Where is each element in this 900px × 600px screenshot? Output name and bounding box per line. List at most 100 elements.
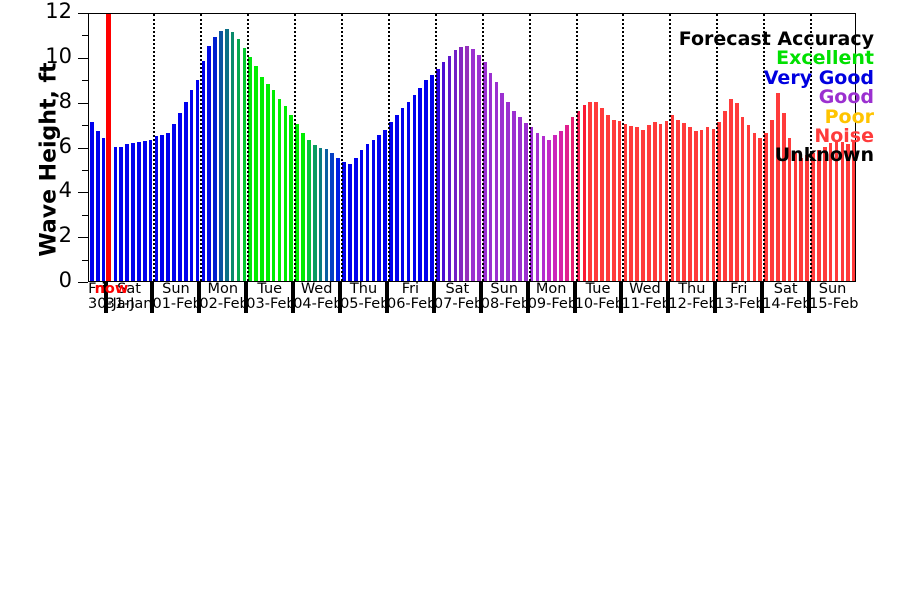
bar bbox=[852, 139, 855, 281]
bar bbox=[207, 45, 211, 281]
bar bbox=[236, 38, 241, 281]
bar bbox=[828, 143, 833, 281]
bar bbox=[418, 88, 423, 281]
date-label: 12-Feb bbox=[668, 296, 718, 312]
y-tick-minor bbox=[82, 35, 88, 37]
day-of-week-label: Sat bbox=[773, 281, 798, 297]
day-separator bbox=[244, 282, 249, 313]
bar bbox=[600, 108, 604, 281]
bar bbox=[289, 115, 294, 281]
day-gridline bbox=[294, 14, 297, 281]
day-of-week-label: Fri bbox=[401, 281, 420, 297]
x-axis-day-cell: Sat 14-Feb bbox=[762, 281, 811, 314]
bar bbox=[652, 121, 657, 281]
y-tick bbox=[78, 237, 88, 239]
bar bbox=[799, 157, 804, 281]
bar bbox=[676, 119, 680, 281]
bar bbox=[318, 147, 323, 281]
bar bbox=[101, 137, 106, 281]
day-of-week-label: Sat bbox=[445, 281, 470, 297]
x-axis-day-cell: Wed 04-Feb bbox=[293, 281, 342, 314]
day-of-week-label: Wed bbox=[300, 281, 333, 297]
day-separator bbox=[103, 282, 108, 313]
bar bbox=[224, 28, 229, 281]
x-axis-day-cell: Sun 08-Feb bbox=[481, 281, 530, 314]
day-separator bbox=[713, 282, 718, 313]
bar bbox=[166, 133, 170, 281]
bar bbox=[834, 139, 839, 281]
bar bbox=[400, 108, 405, 281]
y-tick-minor bbox=[82, 169, 88, 171]
bar bbox=[441, 62, 446, 281]
day-separator bbox=[431, 282, 436, 313]
bar bbox=[811, 153, 815, 281]
x-axis-day-cell: Tue 03-Feb bbox=[246, 282, 295, 314]
bar bbox=[394, 115, 399, 281]
bar bbox=[512, 110, 516, 281]
bar bbox=[465, 45, 469, 281]
y-tick-label: 6 bbox=[58, 133, 72, 158]
day-separator bbox=[619, 282, 624, 313]
bar bbox=[617, 120, 622, 281]
bar bbox=[154, 136, 159, 281]
day-of-week-label: Wed bbox=[629, 281, 661, 297]
bar bbox=[664, 120, 669, 281]
day-of-week-label: Tue bbox=[585, 281, 611, 297]
date-label: 11-Feb bbox=[621, 296, 671, 312]
bar bbox=[430, 74, 434, 281]
bar bbox=[817, 149, 821, 281]
bar bbox=[488, 72, 493, 281]
day-of-week-label: Sun bbox=[490, 281, 519, 297]
bar bbox=[307, 139, 311, 281]
y-tick bbox=[78, 192, 88, 194]
bar bbox=[717, 121, 722, 281]
bar bbox=[283, 106, 288, 281]
bar bbox=[547, 139, 552, 281]
bar bbox=[131, 143, 135, 281]
y-tick-minor bbox=[82, 214, 88, 216]
x-axis-day-cell: Thu 05-Feb bbox=[340, 282, 389, 314]
bar bbox=[594, 101, 598, 281]
day-of-week-label: Thu bbox=[678, 281, 706, 297]
bar bbox=[740, 117, 745, 281]
bar bbox=[582, 105, 587, 281]
bar bbox=[781, 112, 786, 281]
bar bbox=[424, 80, 428, 281]
x-axis-day-cell: Tue 10-Feb bbox=[574, 281, 624, 314]
now-marker-line bbox=[105, 14, 111, 281]
y-tick bbox=[78, 57, 88, 59]
bar bbox=[178, 112, 182, 281]
day-of-week-label: Sat bbox=[117, 281, 141, 297]
bar bbox=[623, 124, 628, 281]
bar bbox=[518, 117, 522, 281]
bar bbox=[670, 115, 675, 281]
bar bbox=[277, 99, 282, 281]
bar bbox=[693, 130, 698, 281]
bar bbox=[201, 61, 206, 281]
x-axis-day-cell: Mon 09-Feb bbox=[528, 282, 577, 314]
date-label: 07-Feb bbox=[433, 296, 484, 312]
y-tick-minor bbox=[82, 259, 88, 261]
bar bbox=[230, 32, 235, 281]
bar bbox=[336, 157, 340, 281]
date-label: 10-Feb bbox=[574, 296, 624, 312]
bar bbox=[758, 137, 763, 281]
bar bbox=[629, 126, 634, 281]
bar bbox=[776, 92, 780, 281]
bar bbox=[500, 92, 505, 281]
bar bbox=[506, 101, 510, 281]
bar bbox=[699, 129, 704, 281]
plot-area bbox=[88, 13, 856, 282]
bar-series bbox=[89, 14, 855, 281]
bar bbox=[383, 129, 387, 281]
bar bbox=[840, 142, 845, 281]
day-separator bbox=[572, 282, 577, 313]
y-tick-label: 0 bbox=[58, 268, 72, 292]
day-separator bbox=[525, 282, 530, 313]
date-label: 13-Feb bbox=[715, 296, 765, 312]
bar bbox=[535, 133, 540, 281]
bar bbox=[271, 90, 276, 281]
bar bbox=[365, 144, 370, 281]
day-of-week-label: Fri bbox=[88, 281, 106, 297]
